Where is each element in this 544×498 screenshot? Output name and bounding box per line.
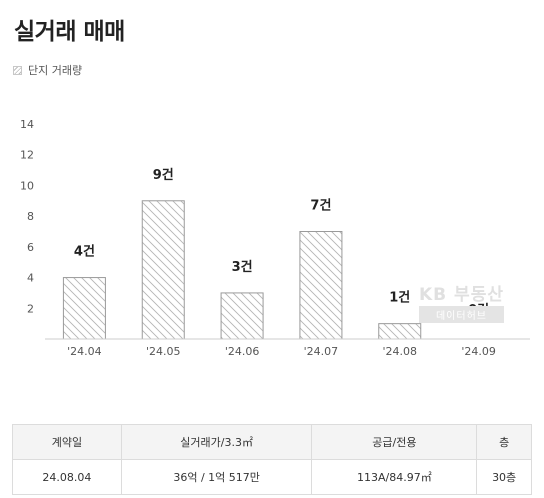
bar[interactable] xyxy=(141,200,185,340)
bar[interactable] xyxy=(378,323,422,340)
cell-floor: 30층 xyxy=(476,459,532,495)
y-tick-label: 10 xyxy=(20,179,34,192)
header-price-per-pyeong[interactable]: 실거래가/3.3㎡ xyxy=(120,424,313,460)
table-row[interactable]: 24.08.04 36억 / 1억 517만 113A/84.97㎡ 30층 xyxy=(12,459,532,495)
cell-price: 36억 / 1억 517만 xyxy=(120,459,313,495)
y-tick-label: 4 xyxy=(27,272,34,285)
x-tick-label: '24.05 xyxy=(146,345,181,358)
page-title: 실거래 매매 xyxy=(14,19,125,45)
cell-area: 113A/84.97㎡ xyxy=(311,459,478,495)
header-floor[interactable]: 층 xyxy=(476,424,532,460)
header-area[interactable]: 공급/전용 xyxy=(311,424,478,460)
data-label: 3건 xyxy=(232,259,253,275)
y-tick-label: 2 xyxy=(27,302,34,315)
y-tick-label: 6 xyxy=(27,241,34,254)
bar[interactable] xyxy=(299,231,343,340)
transactions-table: 계약일 실거래가/3.3㎡ 공급/전용 층 24.08.04 36억 / 1억 … xyxy=(12,424,532,495)
x-tick-label: '24.06 xyxy=(225,345,260,358)
y-tick-label: 14 xyxy=(20,118,34,131)
cell-contract-date: 24.08.04 xyxy=(12,459,122,495)
header-contract-date[interactable]: 계약일 xyxy=(12,424,122,460)
x-tick-label: '24.08 xyxy=(382,345,417,358)
bar-chart: 2 4 6 8 10 12 14 4건 9건 3건 7건 1건 0건 '24.04 '24.05 '24.… xyxy=(20,118,530,358)
data-label: 1건 xyxy=(389,290,410,306)
data-label: 4건 xyxy=(74,244,95,260)
x-tick-label: '24.09 xyxy=(461,345,496,358)
data-label: 7건 xyxy=(310,198,331,214)
data-label: 0건 xyxy=(468,302,489,318)
data-label: 9건 xyxy=(153,167,174,183)
legend-label: 단지 거래량 xyxy=(28,64,83,77)
legend[interactable]: 단지 거래량 xyxy=(13,62,82,78)
bar[interactable] xyxy=(62,277,106,340)
y-tick-label: 8 xyxy=(27,210,34,223)
y-tick-label: 12 xyxy=(20,149,34,162)
bar[interactable] xyxy=(220,292,264,340)
x-tick-label: '24.07 xyxy=(304,345,339,358)
hatched-swatch-icon xyxy=(13,65,22,75)
x-tick-label: '24.04 xyxy=(67,345,102,358)
table-header-row: 계약일 실거래가/3.3㎡ 공급/전용 층 xyxy=(12,424,532,460)
